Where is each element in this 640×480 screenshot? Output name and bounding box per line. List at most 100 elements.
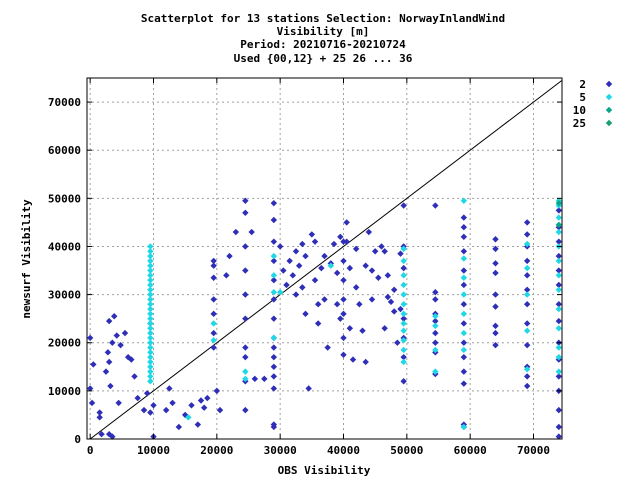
data-point-series-10 [555, 221, 563, 229]
data-point-series-2 [270, 344, 278, 351]
data-point-series-5 [555, 214, 563, 221]
data-point-series-2 [295, 262, 303, 269]
data-point-series-2 [194, 421, 202, 428]
data-point-series-2 [343, 238, 350, 245]
data-point-series-2 [371, 248, 379, 255]
data-point-series-2 [400, 202, 407, 209]
data-point-series-5 [147, 305, 154, 313]
data-point-series-2 [261, 375, 268, 383]
chart-title: Scatterplot for 13 stations Selection: N… [141, 12, 505, 65]
data-point-series-2 [390, 286, 398, 293]
data-point-series-5 [147, 248, 154, 255]
data-point-series-5 [147, 310, 154, 318]
data-point-series-5 [523, 291, 531, 298]
data-point-series-5 [270, 288, 278, 296]
data-point-series-2 [321, 296, 328, 303]
data-point-series-2 [270, 216, 278, 224]
data-point-series-2 [368, 267, 376, 274]
data-point-series-5 [432, 313, 439, 320]
data-point-series-2 [147, 409, 154, 416]
data-point-series-2 [387, 298, 395, 306]
data-point-series-2 [523, 301, 531, 308]
data-point-series-2 [555, 238, 563, 245]
data-point-series-2 [321, 252, 328, 260]
data-point-series-5 [210, 337, 217, 344]
data-point-series-2 [384, 272, 392, 279]
data-point-series-5 [555, 368, 563, 375]
data-point-series-2 [299, 240, 306, 248]
data-point-series-2 [460, 224, 468, 231]
data-point-series-2 [140, 406, 148, 414]
data-point-series-2 [213, 387, 221, 395]
data-point-series-5 [147, 291, 154, 298]
data-point-series-2 [143, 390, 151, 397]
x-tick-label: 20000 [200, 444, 233, 457]
y-tick-label: 40000 [48, 240, 81, 253]
data-point-series-5 [147, 296, 154, 303]
data-point-series-5 [460, 423, 468, 431]
data-point-series-10 [555, 199, 563, 207]
data-point-series-5 [242, 375, 249, 383]
data-point-series-5 [147, 378, 154, 385]
data-point-series-5 [400, 327, 407, 334]
legend-marker [605, 119, 613, 127]
data-point-series-2 [460, 281, 468, 289]
legend-marker [605, 106, 613, 114]
data-point-series-2 [397, 305, 404, 313]
data-point-series-2 [105, 317, 113, 325]
data-point-series-2 [88, 399, 96, 407]
data-point-series-2 [523, 272, 531, 279]
data-point-series-2 [242, 406, 249, 414]
data-point-series-2 [555, 406, 563, 414]
data-point-series-2 [324, 344, 331, 351]
y-tick-label: 70000 [48, 96, 81, 109]
data-point-series-2 [400, 378, 407, 385]
data-point-series-2 [302, 252, 309, 260]
data-point-series-2 [248, 228, 255, 236]
data-point-series-2 [188, 402, 195, 409]
data-point-series-2 [340, 276, 347, 284]
data-point-series-2 [109, 339, 116, 346]
data-point-series-5 [147, 267, 154, 274]
data-point-series-5 [147, 339, 154, 346]
data-point-series-5 [147, 329, 154, 337]
data-point-series-5 [147, 349, 154, 356]
data-point-series-5 [460, 310, 468, 318]
data-point-series-2 [134, 394, 141, 402]
data-point-series-2 [432, 317, 439, 325]
x-tick-label: 10000 [137, 444, 170, 457]
data-point-series-5 [555, 228, 563, 236]
data-point-series-5 [460, 329, 468, 337]
data-point-series-5 [147, 301, 154, 308]
data-point-series-2 [343, 219, 350, 226]
data-point-series-2 [292, 248, 300, 255]
data-point-series-2 [460, 320, 468, 327]
data-point-series-2 [432, 202, 439, 209]
data-point-series-2 [555, 317, 563, 325]
legend-label: 25 [573, 117, 586, 130]
data-point-series-2 [432, 329, 439, 337]
data-point-series-2 [362, 262, 369, 269]
data-point-series-2 [346, 264, 354, 272]
data-point-series-2 [150, 402, 157, 409]
data-point-series-2 [492, 260, 499, 267]
data-point-series-5 [400, 281, 407, 289]
data-point-series-2 [340, 310, 347, 318]
data-point-series-2 [166, 385, 173, 392]
data-point-series-2 [270, 296, 278, 303]
data-point-series-2 [492, 329, 499, 337]
data-point-series-2 [390, 308, 398, 315]
data-point-series-5 [242, 368, 249, 375]
data-point-series-2 [432, 288, 439, 296]
data-point-series-5 [270, 272, 278, 279]
data-point-series-5 [432, 322, 439, 330]
data-point-series-2 [104, 349, 112, 356]
data-point-series-2 [111, 313, 118, 320]
data-point-series-2 [492, 269, 499, 277]
data-point-series-2 [276, 243, 284, 250]
x-tick-label: 50000 [390, 444, 423, 457]
data-point-series-5 [400, 245, 407, 253]
data-point-series-5 [147, 262, 154, 269]
